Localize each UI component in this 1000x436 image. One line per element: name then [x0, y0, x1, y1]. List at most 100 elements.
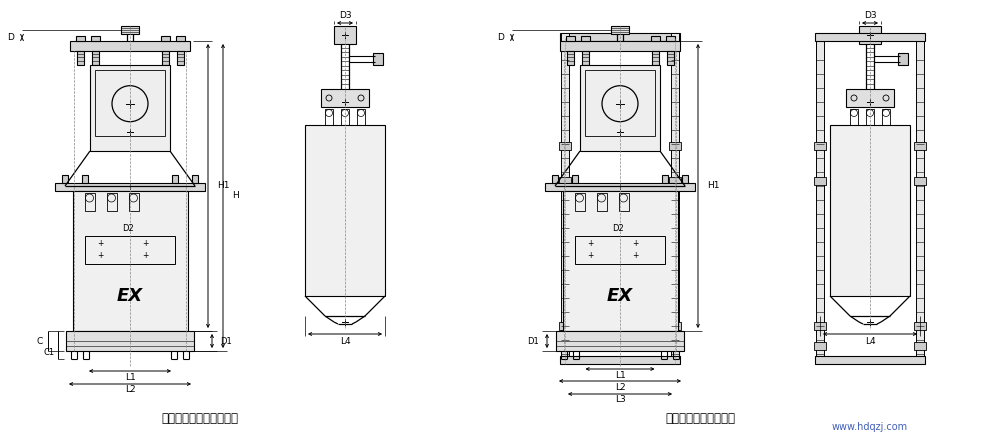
Bar	[846, 89, 894, 107]
Text: D: D	[7, 33, 14, 42]
Text: +: +	[587, 239, 593, 249]
Bar	[92, 51, 98, 65]
Bar	[662, 175, 668, 183]
Text: D: D	[497, 33, 504, 42]
Bar	[84, 193, 94, 211]
Bar	[815, 33, 925, 41]
Bar	[559, 342, 571, 350]
Bar	[545, 183, 695, 191]
Bar	[560, 356, 680, 364]
Bar	[815, 356, 925, 364]
Bar	[559, 142, 571, 150]
Bar	[882, 109, 890, 125]
Bar	[618, 193, 629, 211]
Bar	[566, 51, 574, 65]
Bar	[341, 109, 349, 125]
Text: D2: D2	[122, 224, 134, 233]
Text: +: +	[142, 239, 148, 249]
Text: EX: EX	[117, 287, 143, 305]
Bar	[373, 53, 383, 65]
Bar	[585, 70, 655, 136]
Bar	[72, 191, 188, 331]
Bar	[850, 109, 858, 125]
Bar	[552, 175, 558, 183]
Bar	[192, 175, 198, 183]
Bar	[898, 53, 908, 65]
Bar	[62, 175, 68, 183]
Bar	[90, 36, 100, 41]
Bar	[814, 322, 826, 330]
Bar	[66, 331, 194, 351]
Bar	[611, 26, 629, 34]
Bar	[172, 175, 178, 183]
Text: L4: L4	[340, 337, 350, 345]
Text: D2: D2	[612, 224, 624, 233]
Bar	[76, 36, 84, 41]
Bar	[559, 322, 571, 330]
Bar	[305, 125, 385, 296]
Bar	[560, 41, 680, 51]
Bar	[914, 322, 926, 330]
Bar	[90, 65, 170, 151]
Text: 具有负荷弹簧等推动器: 具有负荷弹簧等推动器	[665, 412, 735, 425]
Bar	[580, 65, 660, 151]
Text: H: H	[232, 191, 239, 201]
Bar	[85, 236, 175, 264]
Bar	[916, 33, 924, 359]
Bar	[669, 142, 681, 150]
Bar	[666, 36, 674, 41]
Text: +: +	[587, 252, 593, 260]
Bar	[859, 26, 881, 44]
Text: C1: C1	[44, 348, 55, 357]
Text: L1: L1	[125, 372, 135, 382]
Bar	[582, 51, 588, 65]
Bar	[580, 36, 590, 41]
Bar	[669, 177, 681, 185]
Text: H1: H1	[707, 181, 720, 191]
Bar	[95, 70, 165, 136]
Bar	[574, 193, 584, 211]
Bar	[76, 51, 84, 65]
Bar	[562, 191, 678, 331]
Text: D3: D3	[339, 11, 351, 20]
Bar	[106, 193, 116, 211]
Text: EX: EX	[607, 287, 633, 305]
Text: L2: L2	[125, 385, 135, 395]
Text: L2: L2	[615, 382, 625, 392]
Bar	[70, 41, 190, 51]
Bar	[671, 33, 679, 359]
Bar	[669, 342, 681, 350]
Text: +: +	[142, 252, 148, 260]
Text: +: +	[97, 239, 103, 249]
Bar	[162, 51, 168, 65]
Bar	[575, 236, 665, 264]
Bar	[652, 51, 658, 65]
Bar	[814, 177, 826, 185]
Bar	[572, 175, 578, 183]
Bar	[556, 331, 684, 351]
Bar	[176, 36, 184, 41]
Bar	[669, 322, 681, 330]
Text: +: +	[97, 252, 103, 260]
Bar	[357, 109, 365, 125]
Bar	[682, 175, 688, 183]
Text: +: +	[632, 239, 638, 249]
Bar	[596, 193, 606, 211]
Text: 不具有负荷弹簧等推动器: 不具有负荷弹簧等推动器	[162, 412, 239, 425]
Bar	[160, 36, 170, 41]
Text: C: C	[37, 337, 43, 345]
Bar	[814, 142, 826, 150]
Bar	[321, 89, 369, 107]
Bar	[866, 109, 874, 125]
Bar	[650, 36, 660, 41]
Bar	[560, 33, 680, 41]
Bar	[559, 177, 571, 185]
Text: H1: H1	[217, 181, 230, 191]
Text: L1: L1	[615, 371, 625, 379]
Bar	[830, 125, 910, 296]
Bar	[176, 51, 184, 65]
Bar	[334, 26, 356, 44]
Bar	[666, 51, 674, 65]
Bar	[128, 193, 138, 211]
Bar	[121, 26, 139, 34]
